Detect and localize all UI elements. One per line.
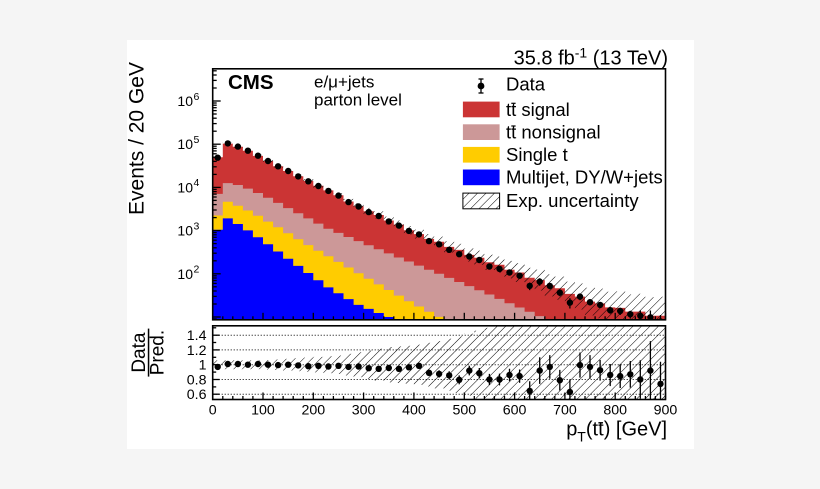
- svg-text:2: 2: [194, 264, 200, 276]
- svg-text:T: T: [577, 429, 586, 445]
- svg-text:800: 800: [603, 403, 627, 419]
- svg-text:1: 1: [199, 358, 207, 374]
- svg-text:1.4: 1.4: [187, 328, 207, 344]
- svg-text:CMS: CMS: [228, 71, 274, 94]
- svg-text:10: 10: [177, 266, 193, 282]
- svg-text:Multijet, DY/W+jets: Multijet, DY/W+jets: [506, 167, 663, 188]
- svg-text:0: 0: [209, 403, 217, 419]
- svg-text:10: 10: [177, 223, 193, 239]
- svg-text:tt: tt: [506, 99, 516, 120]
- svg-text:10: 10: [177, 136, 193, 152]
- svg-text:200: 200: [301, 403, 325, 419]
- svg-text:700: 700: [553, 403, 577, 419]
- svg-text:0.8: 0.8: [187, 373, 207, 389]
- svg-text:1.2: 1.2: [187, 343, 207, 359]
- svg-text:0.6: 0.6: [187, 387, 207, 403]
- svg-text:p: p: [566, 419, 577, 441]
- svg-text:nonsignal: nonsignal: [521, 122, 600, 143]
- svg-text:10: 10: [177, 93, 193, 109]
- svg-text:) [GeV]: ) [GeV]: [604, 419, 667, 441]
- svg-text:Pred.: Pred.: [148, 330, 169, 375]
- svg-text:parton level: parton level: [314, 91, 402, 110]
- svg-text:600: 600: [503, 403, 527, 419]
- svg-text:Data: Data: [129, 332, 150, 373]
- svg-text:3: 3: [194, 220, 200, 232]
- svg-text:10: 10: [177, 179, 193, 195]
- svg-text:4: 4: [194, 177, 200, 189]
- svg-text:100: 100: [251, 403, 275, 419]
- svg-text:signal: signal: [521, 99, 569, 120]
- svg-text:Data: Data: [506, 74, 546, 95]
- svg-text:Single t: Single t: [506, 144, 568, 165]
- svg-text:Exp. uncertainty: Exp. uncertainty: [506, 190, 639, 211]
- svg-text:Events / 20 GeV: Events / 20 GeV: [126, 62, 149, 215]
- svg-text:tt: tt: [506, 122, 516, 143]
- svg-text:400: 400: [402, 403, 426, 419]
- svg-text:5: 5: [194, 134, 200, 146]
- svg-text:6: 6: [194, 91, 200, 103]
- svg-text:300: 300: [352, 403, 376, 419]
- svg-text:35.8 fb-1 (13 TeV): 35.8 fb-1 (13 TeV): [514, 45, 668, 70]
- svg-text:500: 500: [452, 403, 476, 419]
- svg-text:(tt: (tt: [586, 419, 604, 441]
- svg-text:900: 900: [654, 403, 678, 419]
- svg-text:e/μ+jets: e/μ+jets: [314, 73, 374, 92]
